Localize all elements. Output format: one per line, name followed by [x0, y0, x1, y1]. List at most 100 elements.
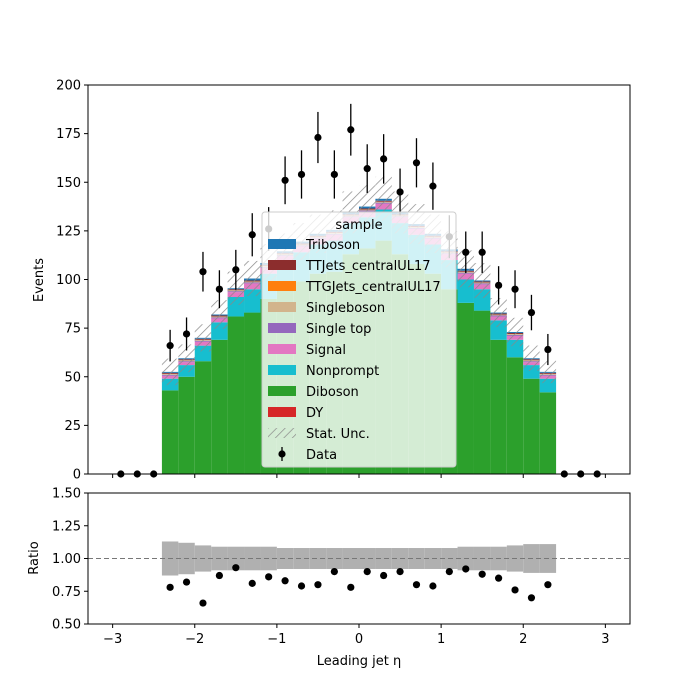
bar-diboson-20: [490, 339, 507, 474]
data-point-12: [314, 133, 322, 142]
ratio-unc-12: [359, 548, 376, 569]
legend-entry-dy: DY: [268, 406, 323, 421]
ratio-unc-7: [276, 548, 294, 569]
ratio-y-ticks: 0.50 0.75 1.00 1.25 1.50: [52, 487, 88, 633]
ratio-point-17: [445, 568, 453, 576]
legend-label: DY: [306, 406, 323, 421]
legend-entry-ttgjets-centralul17: TTGJets_centralUL17: [268, 280, 441, 295]
y-tick-label: 75: [64, 322, 81, 337]
legend-entry-ttjets-centralul17: TTJets_centralUL17: [268, 259, 431, 274]
legend-frame: [261, 211, 457, 468]
legend-swatch: [268, 365, 296, 375]
legend-entry-data: Data: [278, 447, 337, 463]
unc-band-13: [375, 176, 392, 221]
legend: sample Triboson TTJets_centralUL17 TTGJets…: [261, 211, 457, 468]
ratio-point-0: [166, 583, 174, 591]
y-tick-label: 200: [56, 79, 81, 94]
data-point-24: [511, 285, 519, 293]
ratio-point-19: [478, 570, 486, 578]
ratio-point-18: [462, 565, 470, 573]
ratio-point-15: [412, 581, 421, 589]
legend-swatch: [268, 281, 296, 291]
ratio-unc-9: [309, 548, 327, 569]
unc-band-5: [244, 260, 261, 297]
unc-band-20: [490, 298, 507, 328]
bar-diboson-23: [539, 392, 557, 474]
ratio-point-20: [495, 574, 503, 582]
legend-swatch: [268, 407, 296, 417]
ratio-point-9: [314, 581, 322, 589]
data-point-3: [166, 342, 174, 350]
ratio-point-14: [396, 568, 404, 576]
bar-diboson-22: [523, 378, 540, 474]
unc-band-3: [211, 300, 228, 329]
unc-band-23: [539, 360, 557, 384]
unc-band-19: [473, 263, 491, 298]
y-tick-label: 50: [64, 370, 81, 385]
legend-swatch: [268, 302, 296, 312]
bar-diboson-0: [161, 390, 179, 474]
data-point-13: [330, 170, 338, 179]
data-point-18: [412, 159, 421, 167]
ratio-unc-8: [293, 548, 310, 569]
unc-band-2: [194, 324, 212, 352]
unc-band-1: [178, 344, 195, 373]
main-y-ticks: 0 25 50 75 100 125 150 175 200: [56, 79, 88, 483]
ratio-points: [166, 564, 552, 607]
ratio-x-ticks: −3 −2 −1 0 1 2 3: [103, 624, 610, 647]
unc-band-22: [523, 345, 540, 372]
data-point-14: [347, 126, 355, 134]
ratio-unc-10: [326, 548, 343, 569]
data-point-10: [281, 176, 289, 184]
data-point-4: [182, 330, 191, 338]
data-point-8: [248, 231, 256, 239]
ratio-point-1: [182, 578, 191, 586]
ratio-unc-11: [342, 548, 359, 569]
data-point-11: [297, 170, 306, 179]
data-point-17: [396, 188, 404, 196]
unc-band-21: [506, 317, 524, 347]
bar-diboson-1: [178, 376, 195, 474]
ratio-point-2: [199, 599, 207, 607]
data-point-22: [478, 248, 486, 256]
ratio-point-12: [363, 568, 371, 576]
bar-diboson-2: [194, 361, 212, 474]
data-point-23: [495, 281, 503, 289]
legend-label: Triboson: [305, 238, 360, 253]
legend-swatch: [268, 428, 296, 438]
ratio-point-6: [265, 573, 273, 581]
x-tick-label: 2: [519, 632, 527, 647]
legend-entry-diboson: Diboson: [268, 385, 359, 400]
legend-entry-triboson: Triboson: [268, 238, 360, 253]
data-point-16: [380, 155, 388, 163]
main-x-ticks: [112, 474, 606, 478]
ratio-unc-13: [375, 548, 392, 569]
legend-label: Nonprompt: [306, 364, 379, 379]
legend-swatch: [268, 260, 296, 270]
legend-label: Diboson: [306, 385, 359, 400]
legend-label: Stat. Unc.: [306, 427, 370, 442]
ratio-point-11: [347, 583, 355, 591]
x-tick-label: −2: [185, 632, 204, 647]
data-point-7: [232, 266, 240, 274]
legend-entry-stat-unc: Stat. Unc.: [268, 427, 370, 442]
legend-label: Singleboson: [306, 301, 385, 316]
ratio-point-16: [429, 582, 437, 590]
x-axis-label: Leading jet η: [317, 654, 402, 669]
legend-swatch-marker: [278, 450, 286, 458]
data-point-25: [527, 308, 536, 317]
ratio-point-23: [544, 581, 552, 589]
ratio-point-5: [248, 579, 256, 587]
legend-label: TTGJets_centralUL17: [305, 280, 441, 295]
x-tick-label: −1: [267, 632, 286, 647]
ratio-y-axis-label: Ratio: [27, 541, 42, 574]
x-tick-label: 3: [601, 632, 609, 647]
legend-label: Single top: [306, 322, 371, 337]
ratio-y-tick-label: 1.50: [52, 487, 81, 502]
legend-entry-signal: Signal: [268, 343, 346, 358]
y-tick-label: 25: [64, 419, 81, 434]
data-point-21: [462, 248, 470, 256]
x-tick-label: −3: [103, 632, 122, 647]
ratio-y-tick-label: 0.75: [52, 585, 81, 600]
